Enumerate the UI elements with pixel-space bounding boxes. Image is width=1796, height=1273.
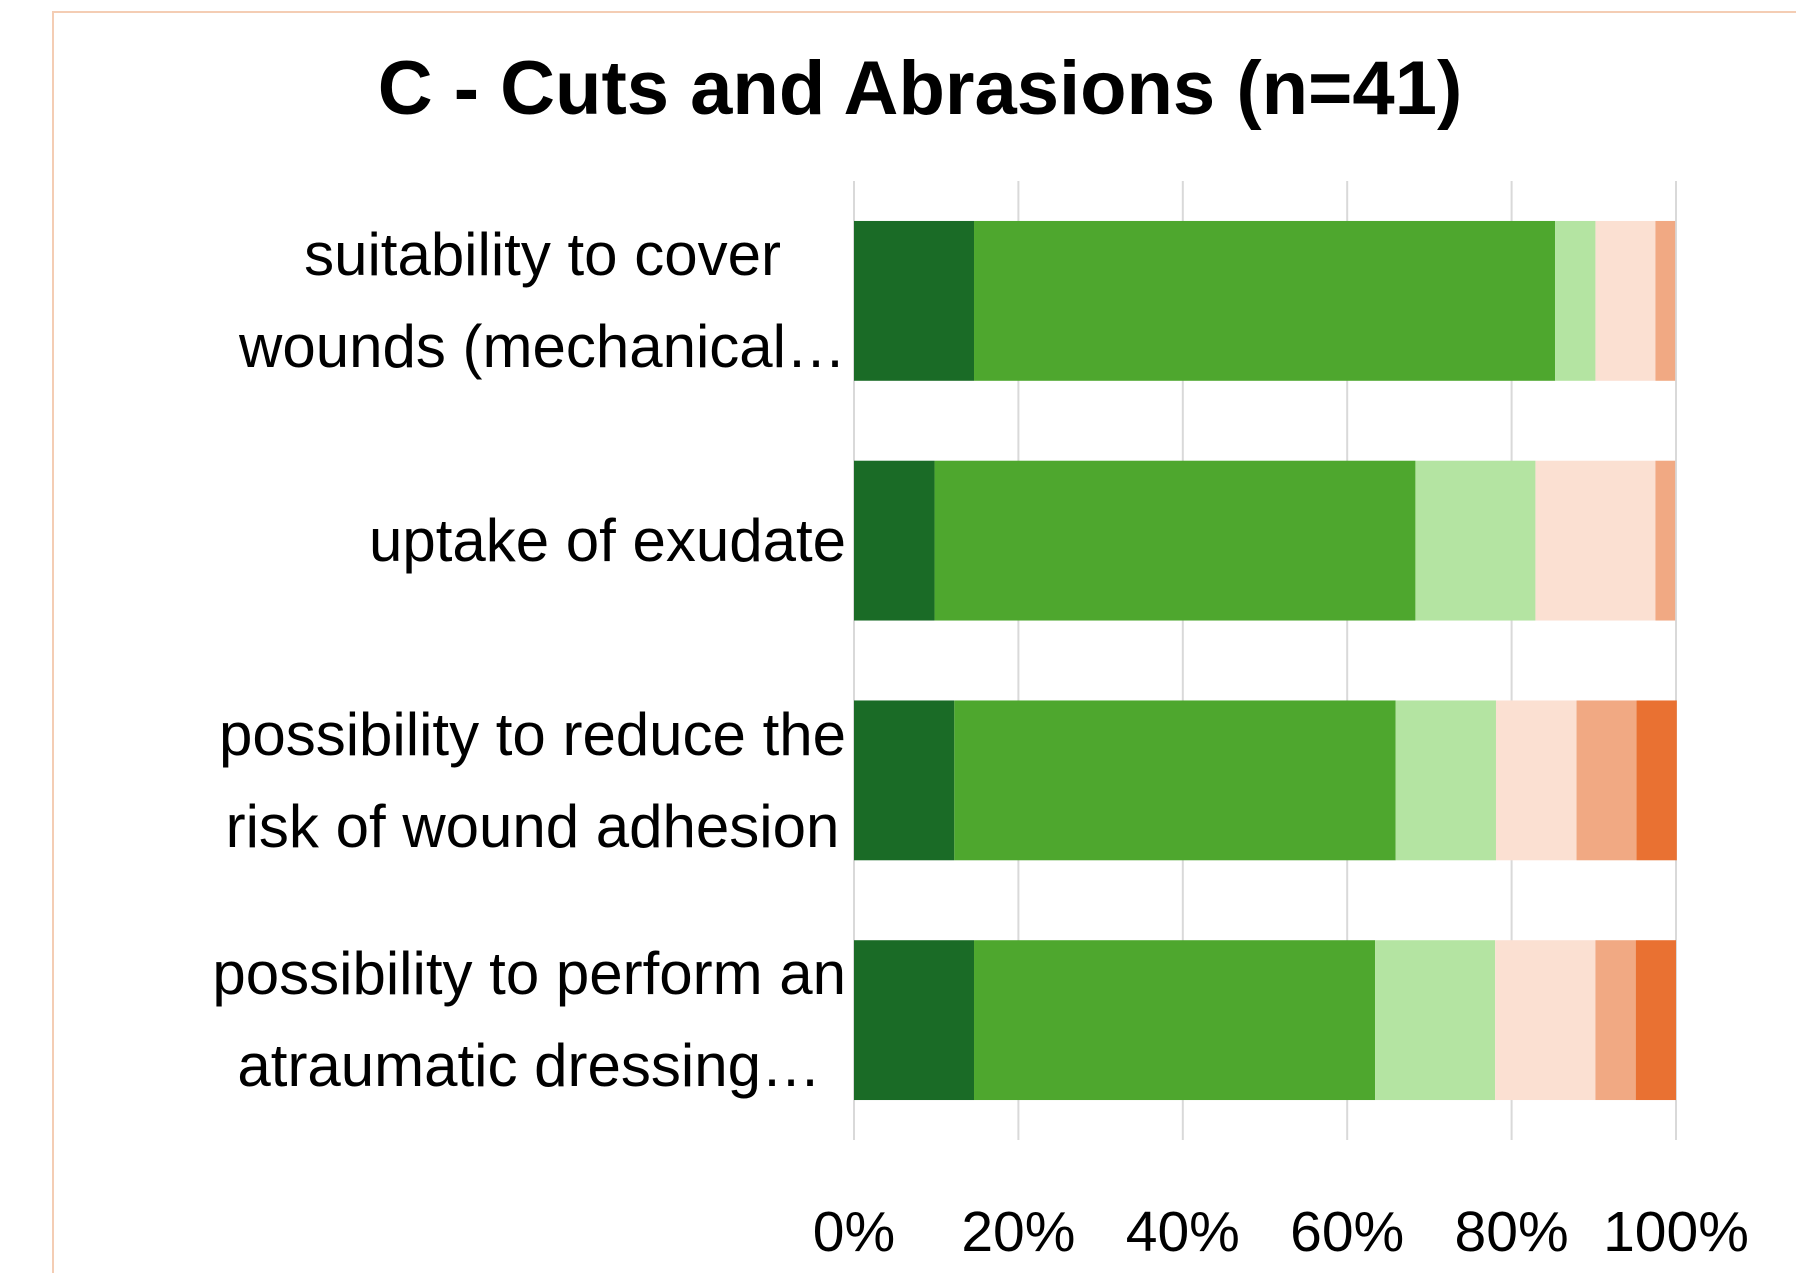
bar-segment: [1636, 700, 1677, 861]
bar-segment: [854, 700, 955, 861]
x-tick-label: 80%: [1455, 1200, 1569, 1264]
y-tick-label: possibility to reduce the risk of wound …: [218, 700, 846, 860]
bar-segment: [974, 220, 1556, 381]
bar-segment: [1555, 220, 1596, 381]
y-tick-label: suitability to cover wounds (mechanical…: [239, 221, 846, 380]
bar-segment: [1635, 940, 1676, 1101]
y-tick-label: uptake of exudate: [368, 506, 846, 574]
bar-segment: [1655, 460, 1676, 621]
category-label-box: possibility to perform an atraumatic dre…: [86, 900, 846, 1140]
x-tick-label: 40%: [1126, 1200, 1240, 1264]
category-label-box: possibility to reduce the risk of wound …: [86, 661, 846, 901]
bar-segment: [854, 220, 975, 381]
bar-segment: [1535, 460, 1656, 621]
bar-segment: [1395, 700, 1496, 861]
bar-segment: [1495, 940, 1596, 1101]
bar-segment: [954, 700, 1396, 861]
category-label-box: suitability to cover wounds (mechanical…: [86, 181, 846, 421]
bar-segment: [1495, 700, 1577, 861]
chart-frame: [52, 11, 1796, 1273]
x-tick-label: 20%: [961, 1200, 1075, 1264]
x-tick-label: 0%: [813, 1200, 895, 1264]
bar-segment: [1576, 700, 1637, 861]
bar-segment: [1415, 460, 1536, 621]
bar-segment: [1595, 940, 1636, 1101]
x-tick-label: 60%: [1290, 1200, 1404, 1264]
category-label-box: uptake of exudate: [86, 421, 846, 661]
bar-segment: [854, 460, 935, 621]
x-tick-label: 100%: [1603, 1200, 1749, 1264]
bar-segment: [974, 940, 1376, 1101]
bar-segment: [1655, 220, 1676, 381]
y-tick-label: possibility to perform an atraumatic dre…: [212, 940, 846, 1100]
bar-segment: [934, 460, 1416, 621]
bar-segment: [1595, 220, 1656, 381]
bar-segment: [854, 940, 975, 1101]
chart-title: C - Cuts and Abrasions (n=41): [378, 46, 1463, 131]
bar-segment: [1375, 940, 1496, 1101]
